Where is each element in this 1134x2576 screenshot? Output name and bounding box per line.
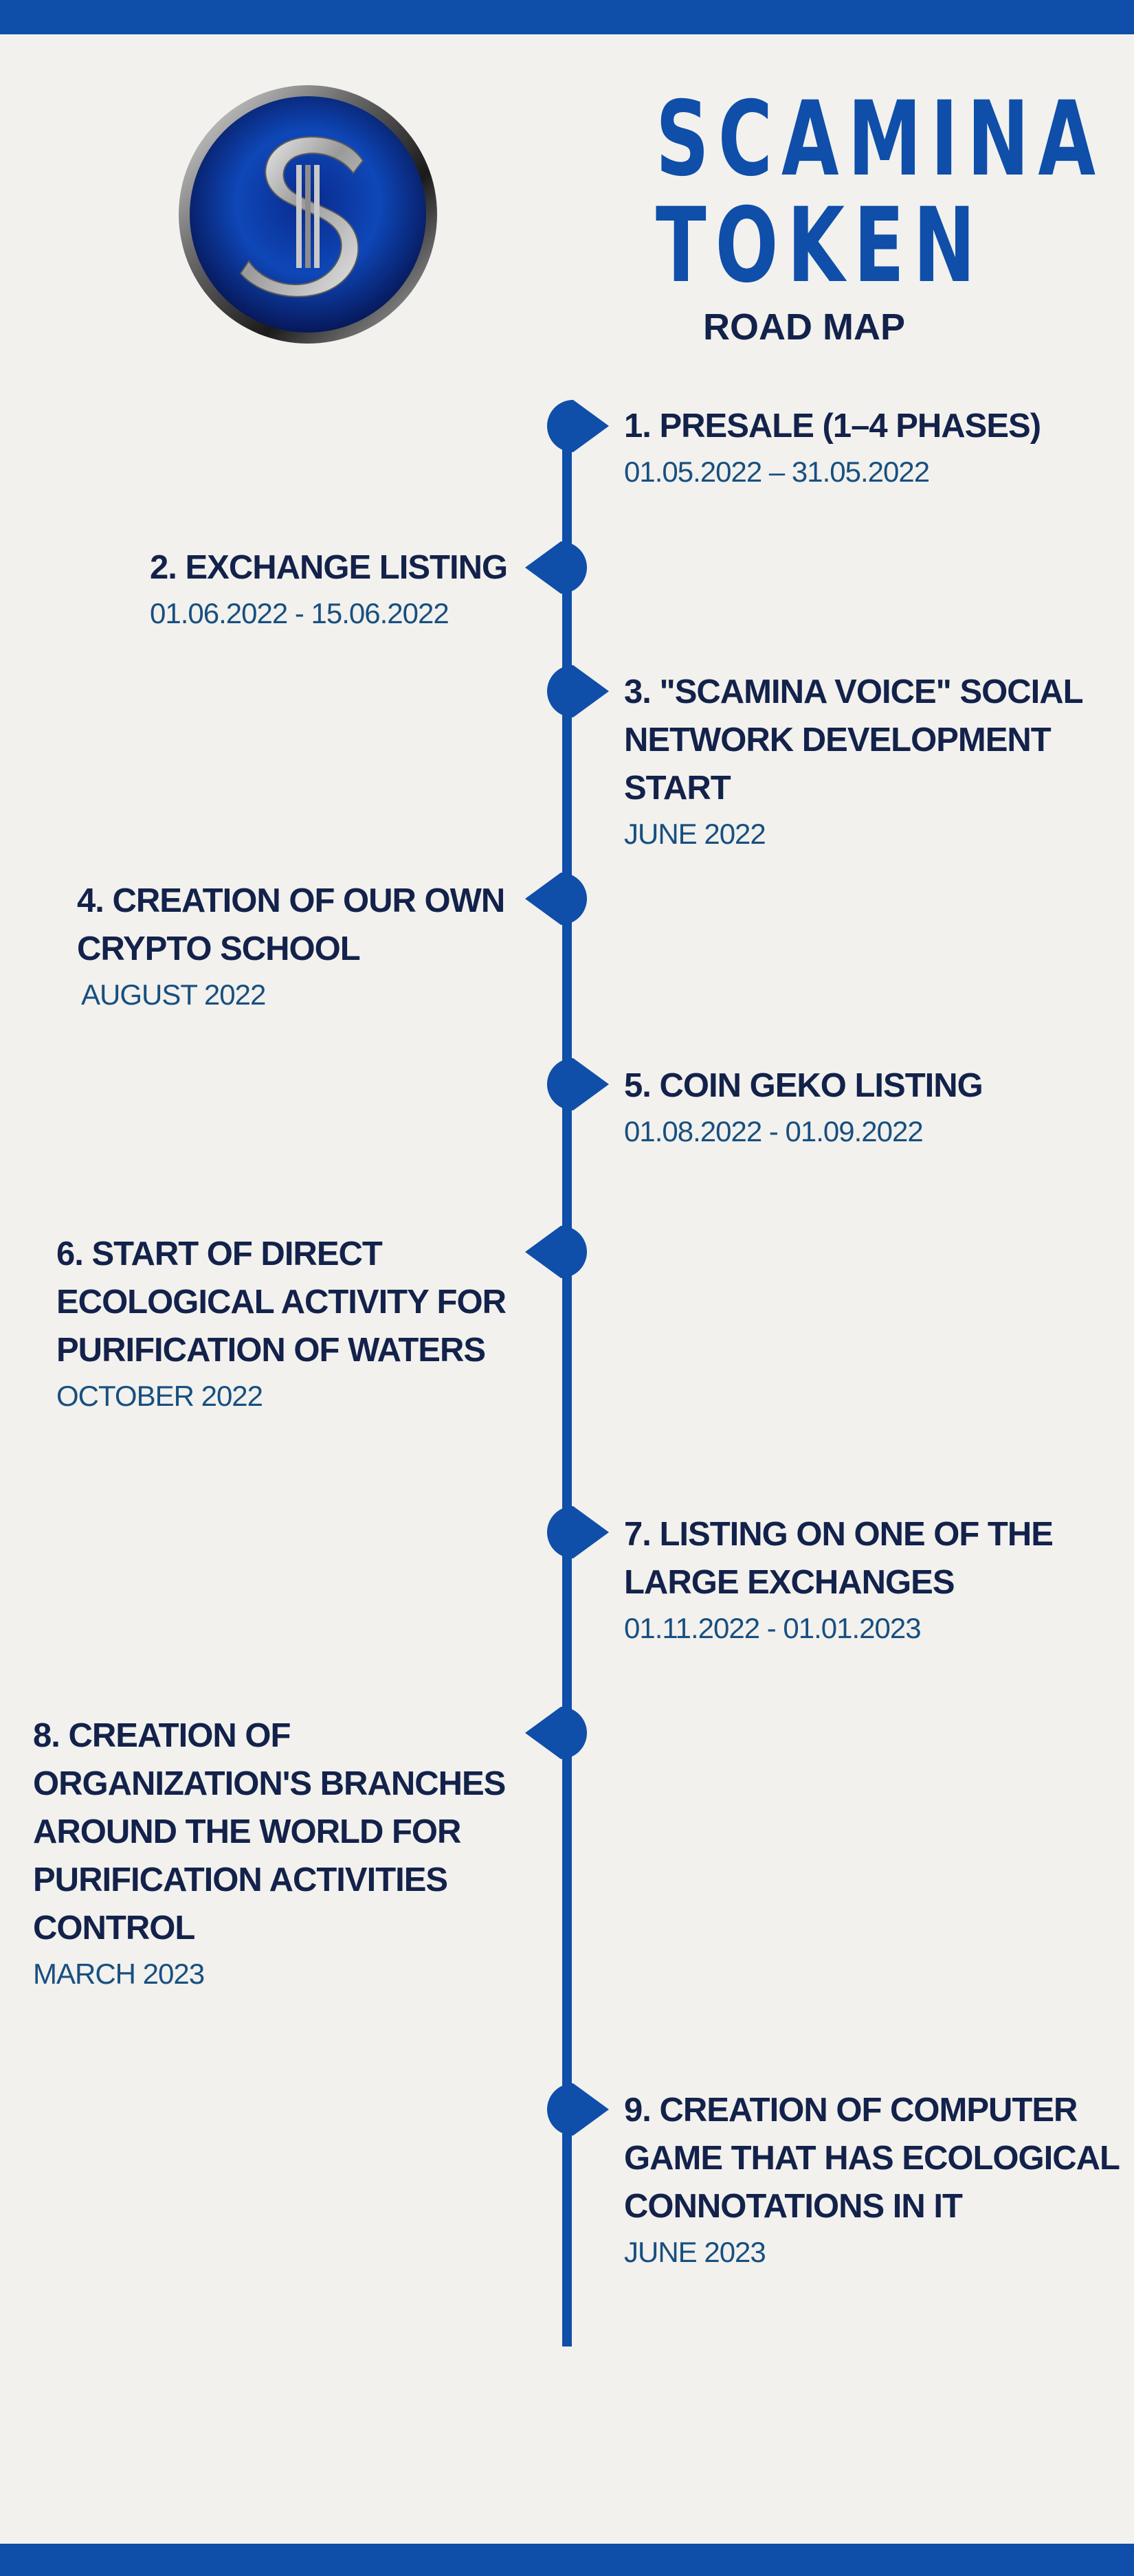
milestone-7: 7. LISTING ON ONE OF THE LARGE EXCHANGES… [624,1510,1133,1650]
milestone-6: 6. START OF DIRECT ECOLOGICAL ACTIVITY F… [56,1230,510,1418]
milestone-title: 1. PRESALE (1–4 PHASES) [624,407,1041,445]
milestone-title: 4. CREATION OF OUR OWN CRYPTO SCHOOL [77,882,505,967]
milestone-pin-9 [540,2082,610,2137]
milestone-1: 1. PRESALE (1–4 PHASES) 01.05.2022 – 31.… [624,402,1133,494]
milestone-date: 01.08.2022 - 01.09.2022 [624,1115,924,1147]
milestone-pin-6 [524,1224,594,1279]
milestone-date: 01.11.2022 - 01.01.2023 [624,1612,922,1644]
milestone-5: 5. COIN GEKO LISTING 01.08.2022 - 01.09.… [624,1062,1133,1154]
milestone-title: 5. COIN GEKO LISTING [624,1067,983,1104]
milestone-pin-3 [540,664,610,719]
milestone-pin-5 [540,1057,610,1112]
milestone-3: 3. "SCAMINA VOICE" SOCIAL NETWORK DEVELO… [624,668,1133,856]
scamina-logo-icon [177,84,438,345]
milestone-date: JUNE 2022 [624,818,766,850]
milestone-date: 01.05.2022 – 31.05.2022 [624,456,930,488]
roadmap-subtitle: ROAD MAP [703,306,905,348]
milestone-date: AUGUST 2022 [81,978,266,1011]
top-band [0,0,1134,34]
milestone-pin-1 [540,399,610,453]
milestone-pin-4 [524,871,594,926]
title-line-1: SCAMINA [656,80,1104,199]
milestone-date: OCTOBER 2022 [56,1380,263,1412]
milestone-title: 3. "SCAMINA VOICE" SOCIAL NETWORK DEVELO… [624,673,1083,807]
milestone-title: 2. EXCHANGE LISTING [150,549,508,586]
milestone-pin-2 [524,540,594,595]
milestone-2: 2. EXCHANGE LISTING 01.06.2022 - 15.06.2… [150,544,521,636]
milestone-9: 9. CREATION OF COMPUTER GAME THAT HAS EC… [624,2086,1133,2274]
milestone-date: JUNE 2023 [624,2236,766,2268]
milestone-8: 8. CREATION OF ORGANIZATION'S BRANCHES A… [33,1712,514,1996]
milestone-date: MARCH 2023 [33,1958,205,1990]
milestone-pin-8 [524,1705,594,1760]
bottom-band [0,2544,1134,2576]
milestone-title: 9. CREATION OF COMPUTER GAME THAT HAS EC… [624,2092,1120,2225]
milestone-title: 8. CREATION OF ORGANIZATION'S BRANCHES A… [33,1717,506,1947]
title-line-2: TOKEN [656,186,985,306]
milestone-title: 6. START OF DIRECT ECOLOGICAL ACTIVITY F… [56,1235,507,1369]
milestone-date: 01.06.2022 - 15.06.2022 [150,597,449,629]
milestone-pin-7 [540,1505,610,1560]
milestone-title: 7. LISTING ON ONE OF THE LARGE EXCHANGES [624,1516,1054,1601]
milestone-4: 4. CREATION OF OUR OWN CRYPTO SCHOOL AUG… [77,877,517,1017]
